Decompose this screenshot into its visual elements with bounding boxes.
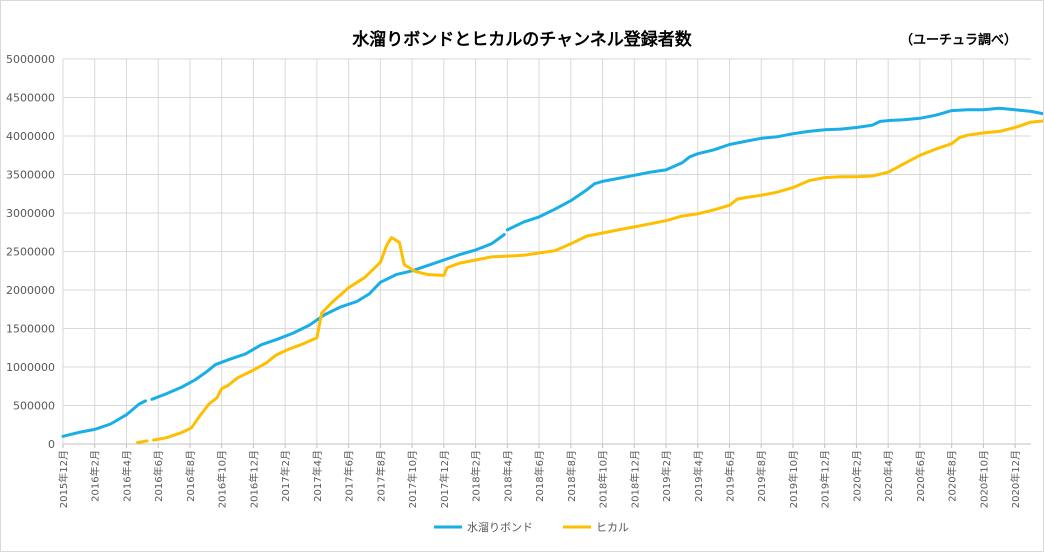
- x-tick-label: 2017年10月: [406, 450, 419, 508]
- y-tick-label: 1500000: [6, 323, 55, 336]
- series-line-0-segment: [505, 106, 1043, 232]
- series-line-0-segment: [193, 233, 506, 382]
- series-line-1-segment: [136, 439, 149, 444]
- y-tick-label: 2000000: [6, 284, 55, 297]
- y-tick-label: 1000000: [6, 361, 55, 374]
- x-tick-label: 2020年4月: [882, 450, 895, 502]
- x-tick-label: 2016年12月: [247, 450, 260, 508]
- chart-source-note: （ユーチュラ調べ）: [899, 33, 1017, 48]
- x-tick-label: 2017年12月: [438, 450, 451, 508]
- x-tick-label: 2018年4月: [501, 450, 514, 502]
- x-tick-label: 2016年2月: [89, 450, 102, 502]
- series-lines: [61, 106, 1043, 444]
- legend-label: 水溜りボンド: [467, 520, 533, 534]
- x-tick-label: 2020年8月: [946, 450, 959, 502]
- x-tick-label: 2019年10月: [787, 450, 800, 508]
- x-tick-label: 2019年2月: [660, 450, 673, 502]
- y-tick-label: 4000000: [6, 130, 55, 143]
- y-tick-label: 500000: [13, 400, 55, 413]
- x-tick-label: 2018年6月: [533, 450, 546, 502]
- x-tick-label: 2016年10月: [216, 450, 229, 508]
- x-tick-label: 2017年2月: [279, 450, 292, 502]
- x-tick-label: 2017年4月: [311, 450, 324, 502]
- y-tick-label: 3500000: [6, 169, 55, 182]
- x-tick-label: 2019年4月: [692, 450, 705, 502]
- series-line-1-segment: [152, 119, 1043, 442]
- x-tick-label: 2020年10月: [977, 450, 990, 508]
- y-tick-label: 0: [48, 438, 55, 451]
- series-line-0-segment: [150, 379, 195, 401]
- legend: 水溜りボンド ヒカル: [434, 520, 629, 534]
- grid-lines: [62, 58, 1031, 448]
- x-tick-label: 2019年8月: [755, 450, 768, 502]
- series-line-0-segment: [61, 399, 147, 438]
- x-tick-label: 2018年2月: [470, 450, 483, 502]
- y-tick-label: 3000000: [6, 207, 55, 220]
- x-tick-label: 2018年12月: [628, 450, 641, 508]
- y-axis: 0 500000 1000000 1500000 2000000 2500000 30000…: [6, 53, 55, 451]
- x-tick-label: 2020年2月: [850, 450, 863, 502]
- x-tick-label: 2018年8月: [565, 450, 578, 502]
- x-tick-label: 2018年10月: [597, 450, 610, 508]
- x-tick-label: 2020年6月: [914, 450, 927, 502]
- x-tick-label: 2016年8月: [184, 450, 197, 502]
- x-tick-label: 2015年12月: [57, 450, 70, 508]
- x-tick-label: 2019年12月: [819, 450, 832, 508]
- y-tick-label: 2500000: [6, 246, 55, 259]
- x-tick-label: 2016年4月: [120, 450, 133, 502]
- legend-label: ヒカル: [596, 521, 629, 534]
- x-axis: 2015年12月 2016年2月 2016年4月 2016年6月 2016年8月 2016…: [57, 450, 1022, 508]
- x-tick-label: 2020年12月: [1009, 450, 1022, 508]
- y-tick-label: 4500000: [6, 92, 55, 105]
- x-tick-label: 2016年6月: [152, 450, 165, 502]
- x-tick-label: 2017年8月: [374, 450, 387, 502]
- x-tick-label: 2019年6月: [723, 450, 736, 502]
- y-tick-label: 5000000: [6, 53, 55, 66]
- chart-title: 水溜りボンドとヒカルのチャンネル登録者数: [352, 30, 692, 50]
- x-tick-label: 2017年6月: [343, 450, 356, 502]
